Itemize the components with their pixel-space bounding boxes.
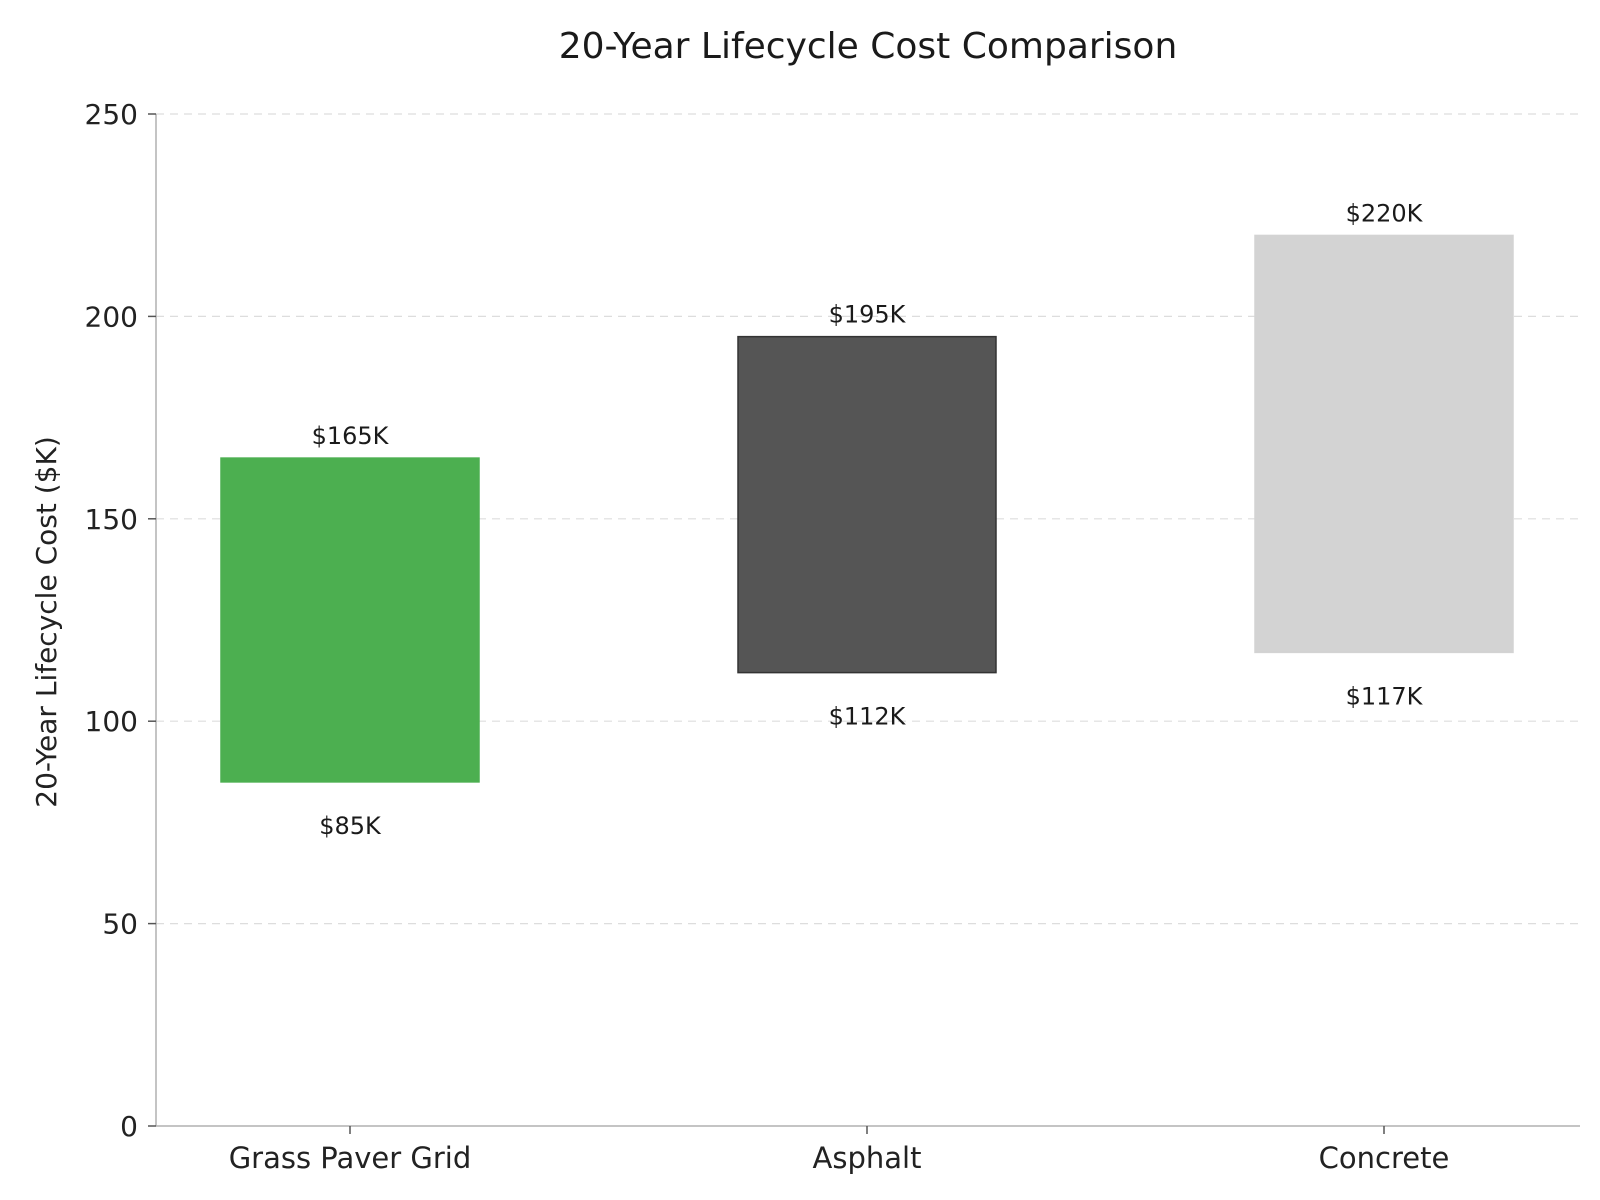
- y-axis-ticks: 0 50 100 150 200 250: [85, 98, 156, 1143]
- low-label-asphalt: $112K: [829, 703, 907, 731]
- y-tick-label-150: 150: [85, 503, 138, 536]
- high-label-asphalt: $195K: [829, 301, 907, 329]
- low-label-concrete: $117K: [1346, 682, 1424, 710]
- bars: [220, 234, 1514, 783]
- y-tick-label-250: 250: [85, 98, 138, 131]
- bar-asphalt: [737, 335, 997, 674]
- y-axis-label: 20-Year Lifecycle Cost ($K): [30, 436, 63, 808]
- y-tick-label-0: 0: [120, 1110, 138, 1143]
- x-tick-label-grass-paver-grid: Grass Paver Grid: [229, 1141, 472, 1175]
- high-label-concrete: $220K: [1346, 199, 1424, 227]
- y-tick-label-100: 100: [85, 705, 138, 738]
- y-tick-label-50: 50: [102, 908, 138, 941]
- x-axis-ticks: Grass Paver Grid Asphalt Concrete: [229, 1126, 1450, 1175]
- bar-concrete: [1254, 234, 1514, 654]
- chart-title: 20-Year Lifecycle Cost Comparison: [559, 26, 1178, 67]
- x-tick-label-concrete: Concrete: [1319, 1141, 1450, 1175]
- x-tick-label-asphalt: Asphalt: [813, 1141, 922, 1175]
- data-labels: $165K $85K $195K $112K $220K $117K: [312, 199, 1424, 839]
- low-label-grass-paver-grid: $85K: [319, 812, 382, 840]
- bar-grass-paver-grid: [220, 457, 480, 783]
- y-tick-label-200: 200: [85, 300, 138, 333]
- high-label-grass-paver-grid: $165K: [312, 422, 390, 450]
